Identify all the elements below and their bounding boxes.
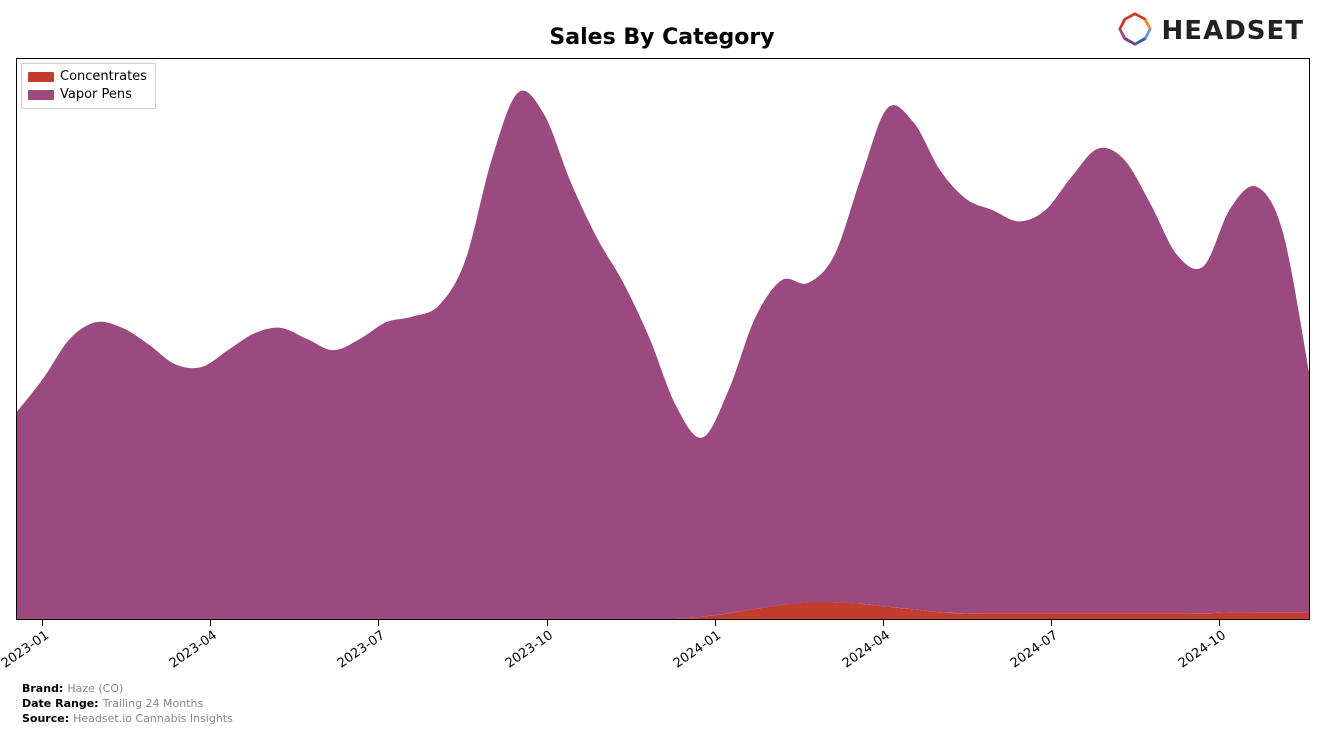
legend-item-vapor-pens: Vapor Pens	[28, 86, 147, 104]
x-tick: 2024-01	[715, 620, 716, 626]
meta-source: Source:Headset.io Cannabis Insights	[22, 711, 233, 726]
metadata-block: Brand:Haze (CO) Date Range:Trailing 24 M…	[22, 681, 233, 726]
x-tick: 2023-10	[547, 620, 548, 626]
headset-logo: HEADSET	[1116, 10, 1304, 52]
legend-swatch-vapor-pens	[28, 90, 54, 100]
legend-label-concentrates: Concentrates	[60, 68, 147, 86]
x-tick: 2024-04	[883, 620, 884, 626]
x-tick: 2024-07	[1051, 620, 1052, 626]
x-tick: 2023-01	[42, 620, 43, 626]
plot-area	[16, 58, 1310, 620]
legend-label-vapor-pens: Vapor Pens	[60, 86, 132, 104]
x-axis: 2023-01 2023-04 2023-07 2023-10 2024-01 2024-…	[16, 620, 1310, 680]
x-tick: 2023-04	[210, 620, 211, 626]
x-tick: 2024-10	[1219, 620, 1220, 626]
legend-item-concentrates: Concentrates	[28, 68, 147, 86]
meta-date-range: Date Range:Trailing 24 Months	[22, 696, 233, 711]
headset-logo-icon	[1116, 10, 1154, 52]
legend: Concentrates Vapor Pens	[21, 63, 156, 109]
meta-brand: Brand:Haze (CO)	[22, 681, 233, 696]
stacked-area-svg	[17, 59, 1309, 619]
legend-swatch-concentrates	[28, 72, 54, 82]
headset-logo-text: HEADSET	[1162, 16, 1304, 46]
x-tick: 2023-07	[378, 620, 379, 626]
